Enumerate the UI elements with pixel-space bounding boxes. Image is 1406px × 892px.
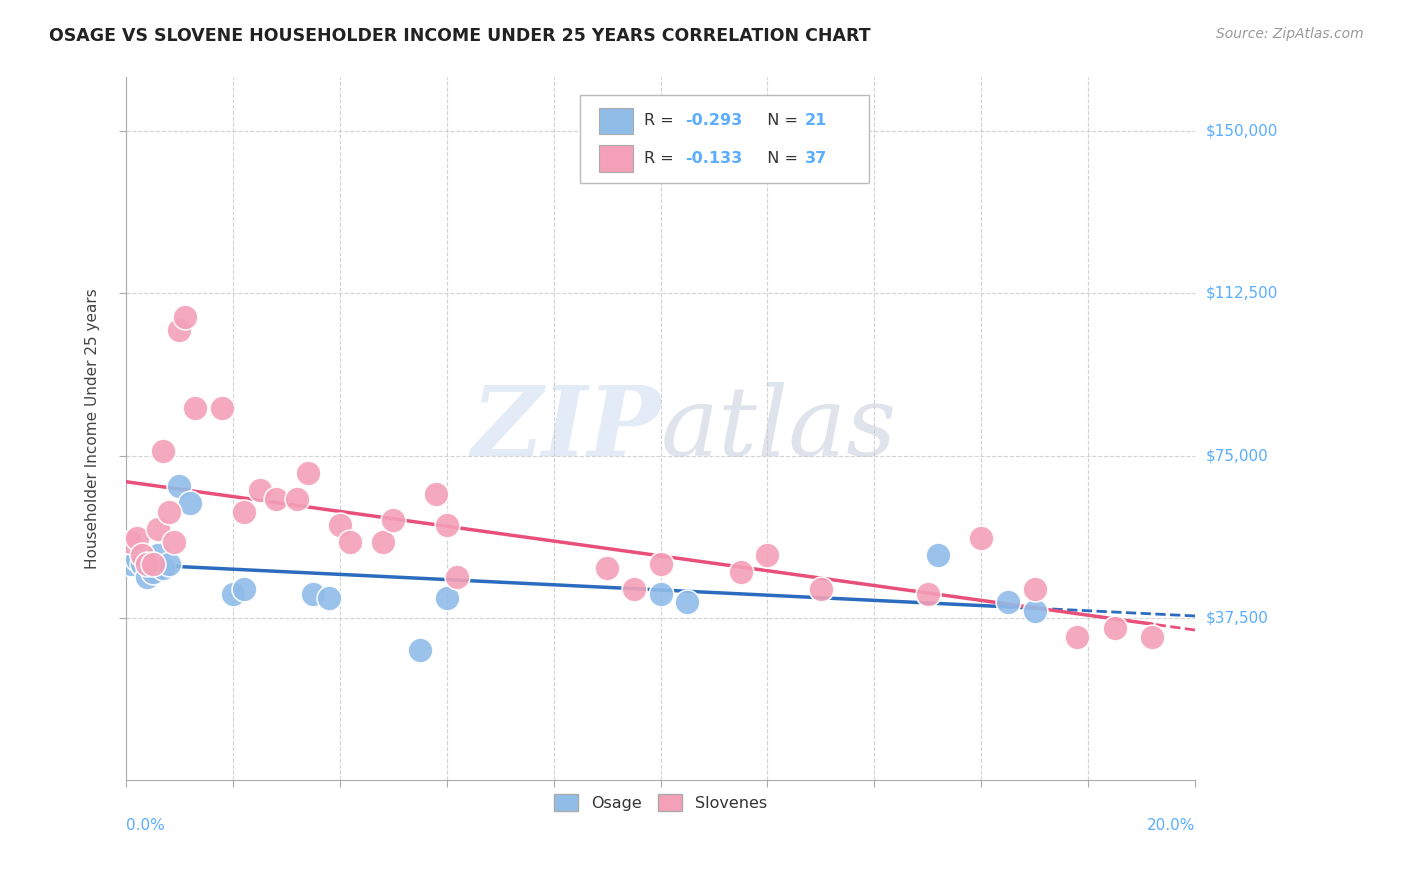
- Point: [142, 565, 165, 579]
- Point: [146, 522, 169, 536]
- Point: [179, 496, 201, 510]
- Point: [1024, 582, 1046, 597]
- Point: [120, 535, 142, 549]
- Point: [264, 491, 287, 506]
- Point: [436, 591, 458, 606]
- Point: [382, 513, 405, 527]
- Point: [650, 557, 672, 571]
- Point: [970, 531, 993, 545]
- Point: [339, 535, 361, 549]
- Text: 37: 37: [804, 151, 827, 166]
- Point: [131, 548, 153, 562]
- Point: [302, 587, 325, 601]
- Point: [623, 582, 645, 597]
- Point: [318, 591, 340, 606]
- Point: [120, 557, 142, 571]
- Legend: Osage, Slovenes: Osage, Slovenes: [548, 788, 773, 817]
- Point: [169, 479, 191, 493]
- Point: [152, 444, 174, 458]
- Point: [285, 491, 308, 506]
- Point: [146, 548, 169, 562]
- Point: [1104, 621, 1126, 635]
- Point: [730, 565, 752, 579]
- FancyBboxPatch shape: [599, 108, 633, 135]
- Text: OSAGE VS SLOVENE HOUSEHOLDER INCOME UNDER 25 YEARS CORRELATION CHART: OSAGE VS SLOVENE HOUSEHOLDER INCOME UNDE…: [49, 27, 870, 45]
- Point: [297, 466, 319, 480]
- Point: [157, 505, 180, 519]
- Text: 20.0%: 20.0%: [1147, 818, 1195, 833]
- Point: [131, 557, 153, 571]
- Point: [997, 595, 1019, 609]
- Point: [1142, 630, 1164, 644]
- Point: [329, 517, 352, 532]
- Point: [232, 505, 254, 519]
- Text: $75,000: $75,000: [1206, 448, 1268, 463]
- Point: [917, 587, 939, 601]
- Point: [810, 582, 832, 597]
- Point: [1066, 630, 1088, 644]
- Point: [409, 643, 432, 657]
- Point: [371, 535, 394, 549]
- Point: [650, 587, 672, 601]
- Text: -0.293: -0.293: [685, 113, 742, 128]
- Point: [184, 401, 207, 415]
- Text: $37,500: $37,500: [1206, 610, 1270, 625]
- Point: [927, 548, 949, 562]
- Point: [136, 569, 159, 583]
- Point: [211, 401, 233, 415]
- Point: [596, 561, 619, 575]
- Point: [436, 517, 458, 532]
- Point: [232, 582, 254, 597]
- Text: R =: R =: [644, 151, 679, 166]
- Text: $112,500: $112,500: [1206, 286, 1278, 301]
- Text: 21: 21: [804, 113, 827, 128]
- Point: [125, 531, 148, 545]
- Text: N =: N =: [756, 113, 803, 128]
- Y-axis label: Householder Income Under 25 years: Householder Income Under 25 years: [86, 288, 100, 569]
- Text: atlas: atlas: [661, 382, 897, 475]
- Text: Source: ZipAtlas.com: Source: ZipAtlas.com: [1216, 27, 1364, 41]
- Point: [136, 557, 159, 571]
- Text: ZIP: ZIP: [471, 382, 661, 475]
- Point: [163, 535, 186, 549]
- Point: [173, 310, 195, 325]
- Point: [1024, 604, 1046, 618]
- Point: [676, 595, 699, 609]
- Text: R =: R =: [644, 113, 679, 128]
- Text: $150,000: $150,000: [1206, 124, 1278, 139]
- Point: [169, 323, 191, 337]
- Point: [756, 548, 779, 562]
- Point: [125, 552, 148, 566]
- Point: [157, 557, 180, 571]
- Text: -0.133: -0.133: [685, 151, 742, 166]
- FancyBboxPatch shape: [581, 95, 869, 183]
- FancyBboxPatch shape: [599, 145, 633, 171]
- Point: [249, 483, 271, 497]
- Text: N =: N =: [756, 151, 803, 166]
- Point: [222, 587, 245, 601]
- Point: [446, 569, 468, 583]
- Point: [425, 487, 447, 501]
- Text: 0.0%: 0.0%: [127, 818, 165, 833]
- Point: [152, 561, 174, 575]
- Point: [142, 557, 165, 571]
